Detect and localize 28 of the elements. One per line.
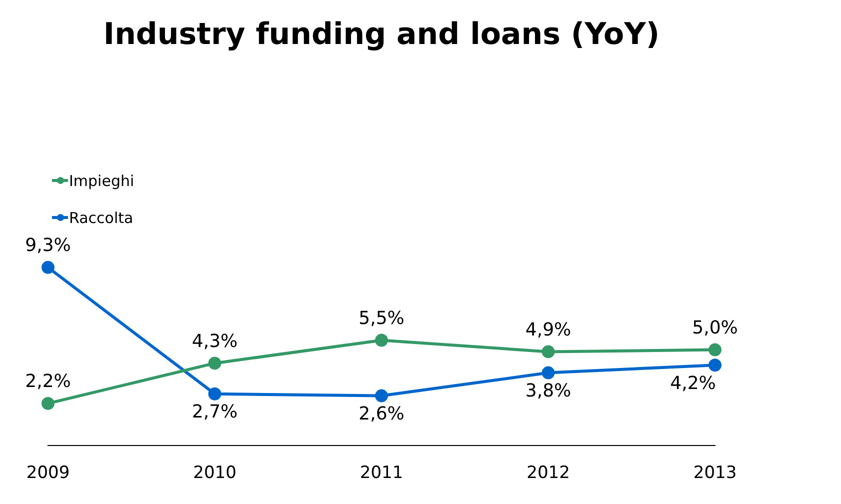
legend-label: Raccolta (69, 208, 134, 226)
data-label: 5,5% (358, 308, 404, 329)
data-label: 2,2% (25, 371, 71, 392)
x-tick-label: 2010 (193, 463, 236, 484)
x-tick-label: 2013 (693, 463, 737, 484)
point (42, 396, 54, 410)
point (208, 387, 222, 400)
legend-label: Impieghi (69, 172, 134, 190)
data-label: 9,3% (25, 235, 71, 256)
point (208, 356, 222, 370)
point (542, 366, 555, 380)
point (542, 345, 555, 358)
data-label: 4,9% (525, 319, 572, 340)
x-tick-label: 2009 (26, 463, 70, 484)
x-tick-label: 2011 (360, 463, 404, 484)
chart-title: Industry funding and loans (YoY) (103, 16, 660, 52)
point (708, 358, 722, 372)
data-label: 4,2% (670, 372, 716, 394)
data-label: 2,7% (192, 402, 238, 423)
data-label: 2,6% (358, 403, 404, 424)
point (375, 389, 388, 402)
point (375, 334, 388, 347)
x-tick-label: 2012 (526, 463, 570, 484)
point (42, 260, 54, 274)
data-label: 4,3% (192, 330, 238, 352)
data-label: 3,8% (525, 380, 572, 402)
point (708, 343, 722, 356)
data-label: 5,0% (692, 317, 738, 338)
